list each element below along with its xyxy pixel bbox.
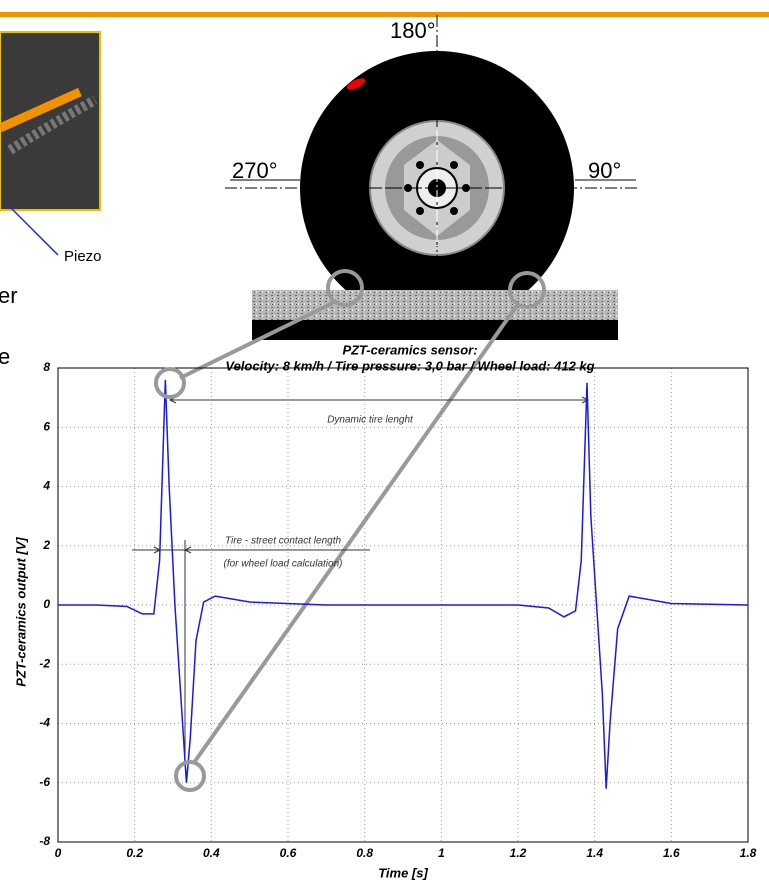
- y-tick-label: -6: [39, 775, 50, 789]
- x-tick-label: 0.6: [280, 846, 297, 860]
- x-axis-label: Time [s]: [378, 865, 428, 880]
- angle-label: 270°: [232, 158, 278, 183]
- chart-title: PZT-ceramics sensor:: [342, 342, 477, 357]
- y-axis-label: PZT-ceramics output [V]: [13, 537, 28, 687]
- slide: Piezo er e 180° 270° 90° PZT-ceramics se…: [0, 0, 769, 886]
- cut-text: er: [0, 283, 18, 308]
- y-tick-label: 0: [43, 597, 50, 611]
- y-tick-label: 8: [43, 360, 50, 374]
- x-tick-label: 0.8: [356, 846, 373, 860]
- angle-label: 180°: [390, 18, 436, 43]
- header-bar: [0, 12, 769, 17]
- annotation-arrows: [132, 397, 588, 760]
- y-tick-label: 6: [43, 419, 50, 433]
- x-tick-label: 1: [438, 846, 445, 860]
- highlight-circle: [156, 369, 184, 397]
- angle-label: 90°: [588, 158, 621, 183]
- x-tick-label: 1.4: [586, 846, 603, 860]
- chart-subtitle: Velocity: 8 km/h / Tire pressure: 3,0 ba…: [225, 358, 594, 373]
- annotation: Dynamic tire lenght: [327, 415, 414, 426]
- piezo-label: Piezo: [64, 248, 102, 265]
- x-tick-label: 0: [55, 846, 62, 860]
- y-tick-label: 4: [42, 479, 50, 493]
- annotation: (for wheel load calculation): [224, 559, 343, 570]
- highlight-circle: [176, 762, 204, 790]
- tire-photo: [0, 32, 100, 255]
- y-tick-label: 2: [42, 538, 50, 552]
- cut-text: e: [0, 344, 10, 369]
- y-tick-label: -8: [39, 834, 50, 848]
- y-tick-label: -2: [39, 656, 50, 670]
- x-tick-label: 1.8: [740, 846, 757, 860]
- x-tick-label: 1.6: [663, 846, 680, 860]
- annotation: Tire - street contact length: [225, 536, 342, 547]
- x-tick-label: 0.2: [126, 846, 143, 860]
- x-tick-label: 0.4: [203, 846, 220, 860]
- signal-line: [58, 380, 748, 789]
- x-tick-label: 1.2: [510, 846, 527, 860]
- wheel: [180, 15, 640, 764]
- y-tick-label: -4: [39, 716, 50, 730]
